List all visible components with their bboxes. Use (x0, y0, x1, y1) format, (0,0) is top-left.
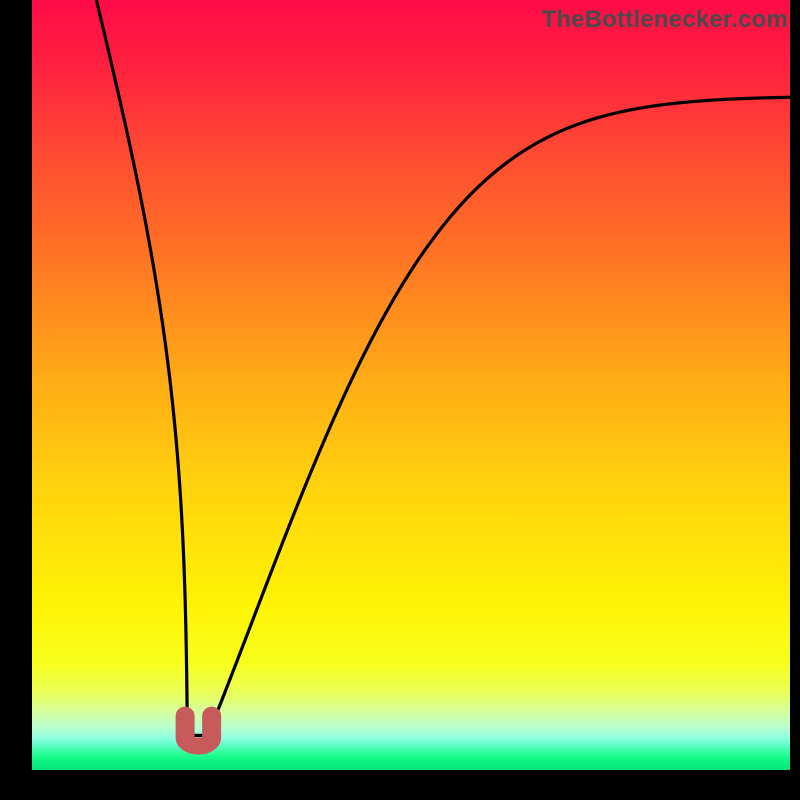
minimum-marker (32, 0, 790, 770)
watermark-text: TheBottlenecker.com (541, 6, 788, 34)
plot-area (32, 0, 790, 770)
